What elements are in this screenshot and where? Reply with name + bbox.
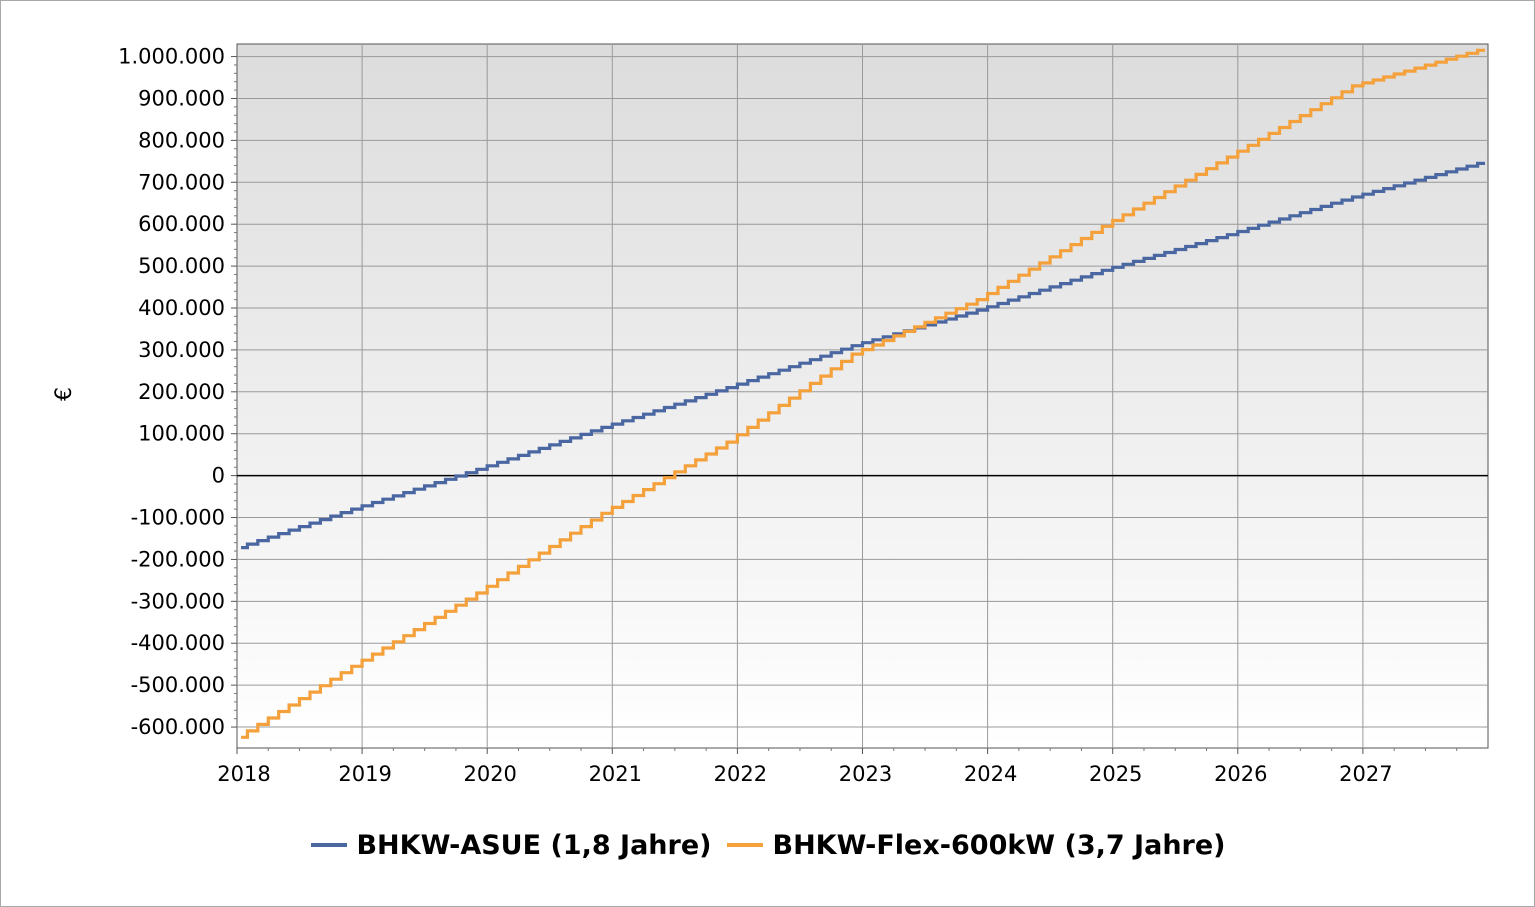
x-tick-label: 2021 <box>589 762 642 786</box>
y-tick-label: 200.000 <box>138 380 225 404</box>
x-tick-label: 2024 <box>964 762 1017 786</box>
y-tick-label: 100.000 <box>138 422 225 446</box>
series-line-0 <box>241 161 1485 550</box>
y-tick-label: 0 <box>212 464 225 488</box>
y-tick-label: 800.000 <box>138 128 225 152</box>
y-tick-label: 1.000.000 <box>118 45 225 69</box>
legend-swatch-asue <box>311 843 348 847</box>
y-axis-title: € <box>52 387 77 401</box>
y-tick-label: -100.000 <box>131 506 225 530</box>
x-tick-label: 2018 <box>217 762 270 786</box>
y-tick-label: -500.000 <box>131 673 225 697</box>
y-tick-label: 500.000 <box>138 254 225 278</box>
y-tick-label: 600.000 <box>138 212 225 236</box>
legend-item-asue[interactable]: BHKW-ASUE (1,8 Jahre) <box>311 830 711 861</box>
series-group <box>241 48 1485 739</box>
x-tick-label: 2020 <box>463 762 516 786</box>
x-tick-label: 2027 <box>1339 762 1392 786</box>
x-tick-label: 2019 <box>338 762 391 786</box>
legend: BHKW-ASUE (1,8 Jahre) BHKW-Flex-600kW (3… <box>1 823 1535 867</box>
y-tick-label: 300.000 <box>138 338 225 362</box>
y-axis: 1.000.000 900.000 800.000 700.000 600.000 500… <box>118 45 237 739</box>
x-tick-label: 2023 <box>839 762 892 786</box>
y-tick-label: -600.000 <box>131 715 225 739</box>
legend-label-flex: BHKW-Flex-600kW (3,7 Jahre) <box>772 829 1226 861</box>
y-tick-label: -300.000 <box>131 589 225 613</box>
x-axis: 2018 2019 2020 2021 2022 2023 2024 2025 2026 2027 <box>217 748 1458 786</box>
series-line-1 <box>241 48 1485 739</box>
legend-label-asue: BHKW-ASUE (1,8 Jahre) <box>356 829 712 861</box>
y-tick-label: 700.000 <box>138 170 225 194</box>
grid <box>237 44 1488 748</box>
y-tick-label: 400.000 <box>138 296 225 320</box>
y-tick-label: -200.000 <box>131 547 225 571</box>
legend-swatch-flex <box>727 843 764 847</box>
x-tick-label: 2025 <box>1089 762 1142 786</box>
y-tick-label: -400.000 <box>131 631 225 655</box>
legend-item-flex[interactable]: BHKW-Flex-600kW (3,7 Jahre) <box>727 829 1226 861</box>
x-tick-label: 2022 <box>714 762 767 786</box>
x-tick-label: 2026 <box>1214 762 1267 786</box>
y-tick-label: 900.000 <box>138 86 225 110</box>
